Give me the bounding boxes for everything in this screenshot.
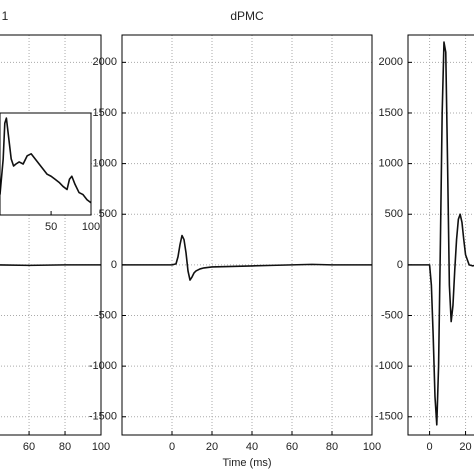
panel-title: 1	[2, 9, 9, 23]
inset: 50 100	[0, 112, 100, 233]
y-tick-label: 0	[111, 259, 117, 271]
x-tick-label: 0	[427, 441, 433, 453]
x-tick-label: 60	[23, 441, 35, 453]
y-tick-label: 1500	[379, 107, 403, 119]
panel: -1500 -1000 -500 0 500 1000 1500 2000 0 20	[375, 34, 474, 453]
x-tick-label: 20	[206, 441, 218, 453]
y-tick-label: -1000	[375, 360, 403, 372]
x-tick-label: 100	[363, 441, 381, 453]
y-tick-label: 1500	[93, 107, 117, 119]
y-tick-label: 1000	[379, 158, 403, 170]
axes-frame	[0, 112, 92, 216]
panel: dPMC -1500 -1000 -500 0 500 1000 1500 2000 0 20 40 6…	[89, 9, 381, 469]
axes-frame	[121, 34, 373, 436]
x-tick-label: 60	[286, 441, 298, 453]
x-tick-label: 0	[169, 441, 175, 453]
trace	[408, 41, 474, 426]
y-tick-label: 500	[385, 208, 403, 220]
axes-frame	[0, 34, 102, 436]
axes-frame	[407, 34, 474, 436]
x-tick-label: 50	[45, 221, 57, 233]
y-tick-label: -1500	[375, 411, 403, 423]
y-tick-label: 0	[397, 259, 403, 271]
trace	[122, 234, 372, 281]
x-tick-label: 80	[59, 441, 71, 453]
y-tick-label: 2000	[93, 56, 117, 68]
y-tick-label: 2000	[379, 56, 403, 68]
y-tick-label: -1000	[89, 360, 117, 372]
trace	[0, 264, 101, 267]
y-tick-label: -1500	[89, 411, 117, 423]
x-tick-label: 40	[246, 441, 258, 453]
y-tick-label: -500	[381, 309, 403, 321]
y-tick-label: -500	[95, 309, 117, 321]
x-tick-label: 100	[92, 441, 110, 453]
y-tick-label: 1000	[93, 158, 117, 170]
y-tick-label: 500	[99, 208, 117, 220]
x-tick-label: 20	[459, 441, 471, 453]
trace	[0, 117, 92, 204]
x-tick-label: 80	[326, 441, 338, 453]
panel-title: dPMC	[230, 9, 264, 23]
x-axis-label: Time (ms)	[222, 457, 271, 469]
panel: 1-1500-1000-50005001000150020006080100	[0, 9, 110, 453]
x-tick-label: 100	[82, 221, 100, 233]
